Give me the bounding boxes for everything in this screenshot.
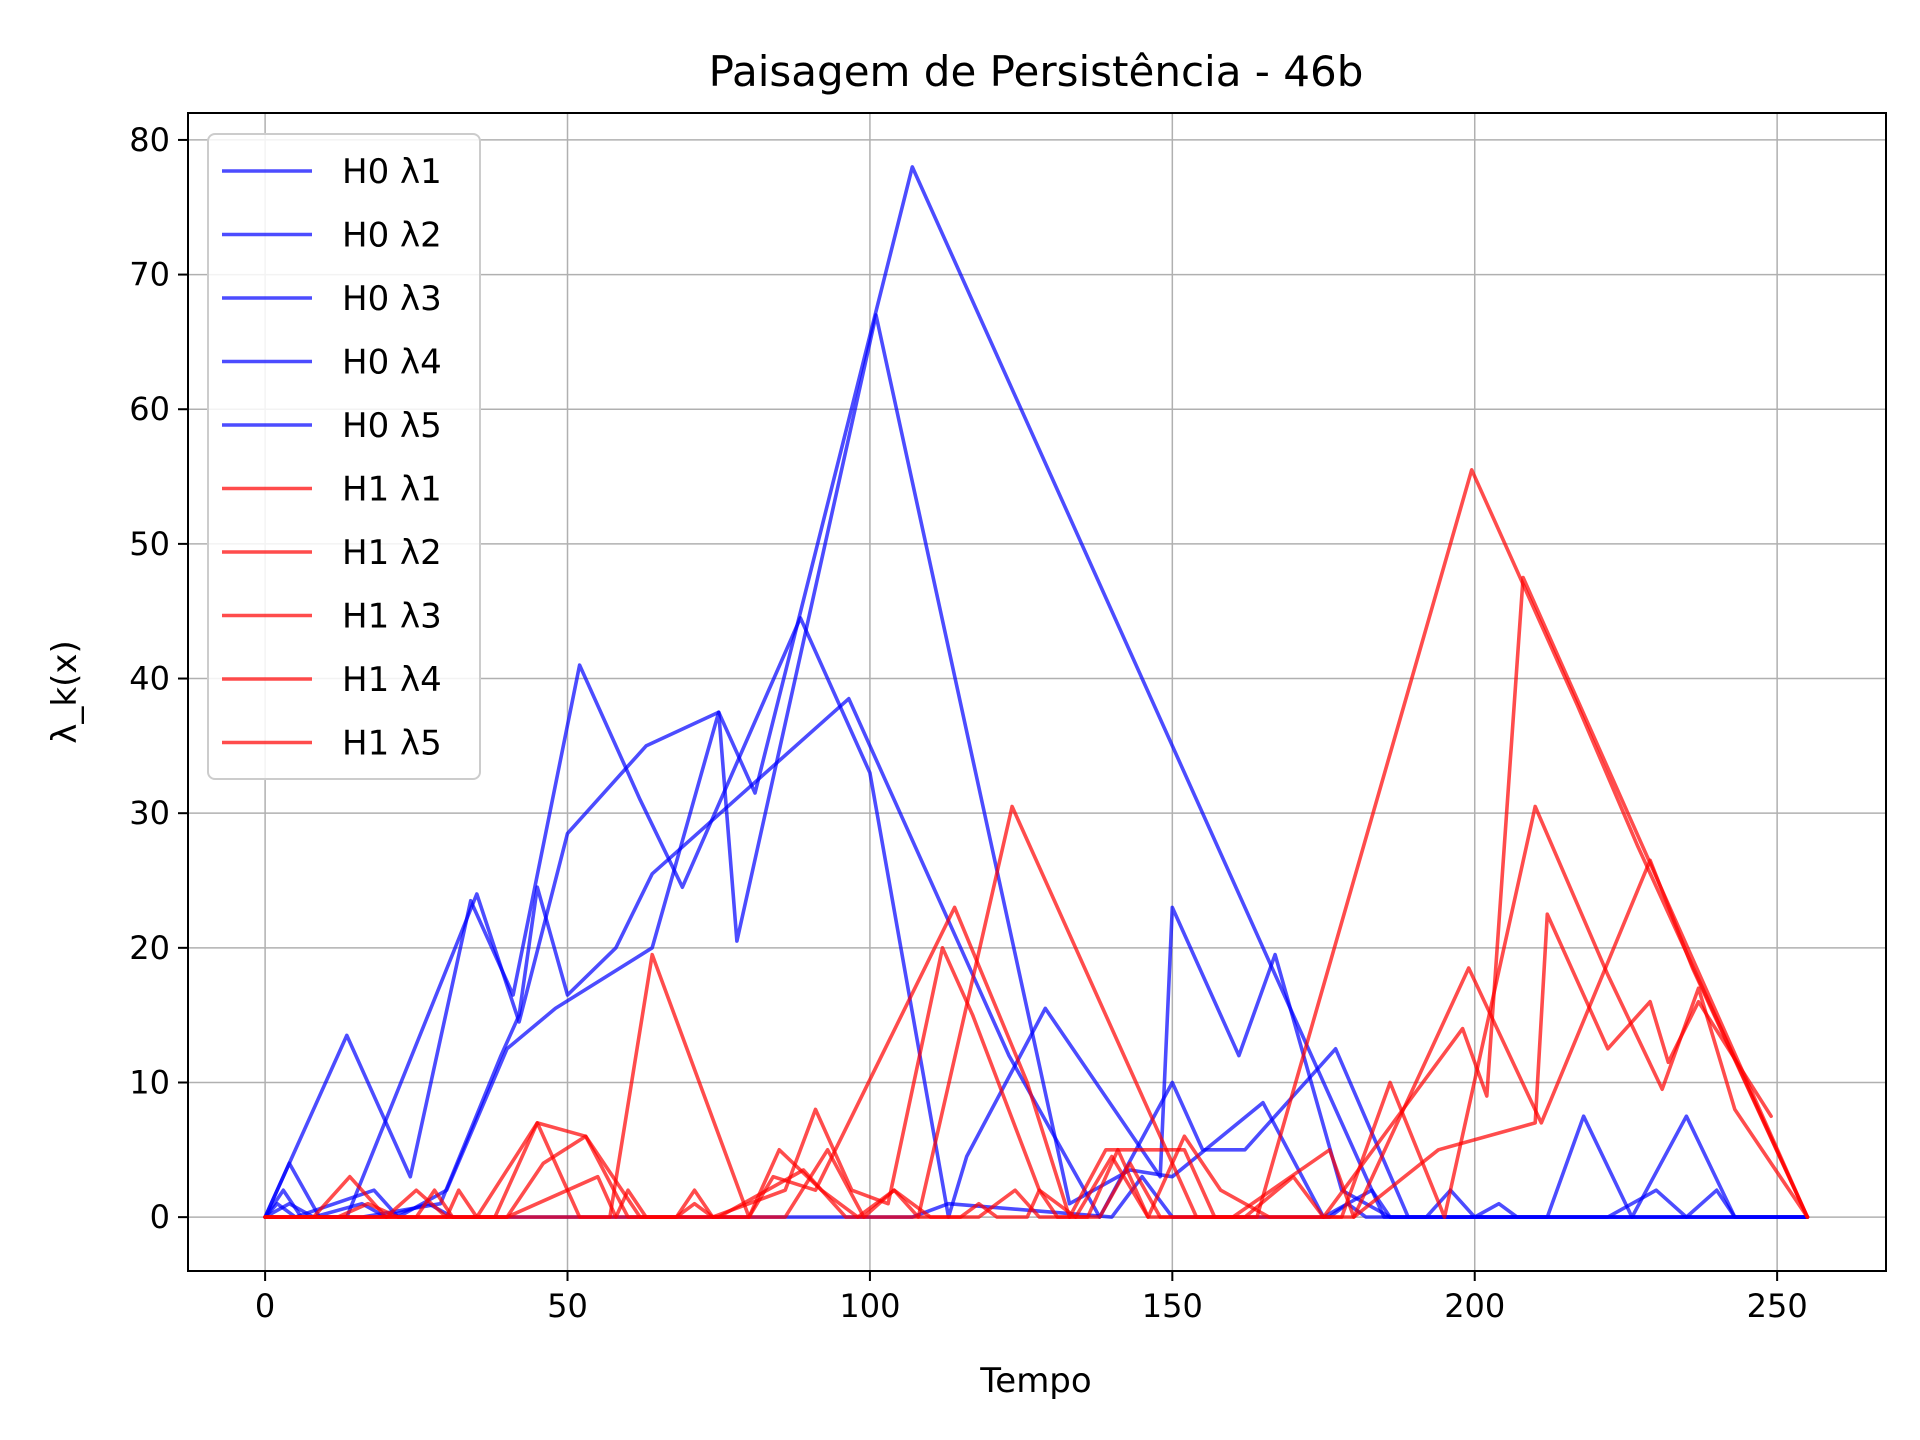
y-tick-label: 10 [129, 1063, 170, 1101]
series-lines [263, 165, 1810, 1219]
legend-label: H1 λ5 [342, 724, 442, 764]
y-tick-label: 80 [129, 121, 170, 159]
y-tick-label: 70 [129, 256, 170, 294]
y-axis-label: λ_k(x) [45, 640, 85, 743]
x-tick-label: 250 [1747, 1287, 1808, 1325]
legend-label: H0 λ3 [342, 279, 442, 319]
legend-box [207, 133, 481, 780]
y-tick-label: 20 [129, 929, 170, 967]
x-tick-label: 150 [1142, 1287, 1203, 1325]
y-tick-label: 40 [129, 660, 170, 698]
y-tick-label: 0 [150, 1198, 170, 1236]
y-tick-label: 30 [129, 794, 170, 832]
x-tick-label: 50 [547, 1287, 588, 1325]
legend-label: H0 λ5 [342, 406, 442, 446]
legend-label: H0 λ1 [342, 152, 442, 192]
y-tick-label: 50 [129, 525, 170, 563]
legend-label: H0 λ2 [342, 216, 442, 256]
legend-label: H0 λ4 [342, 343, 442, 383]
legend-label: H1 λ4 [342, 660, 442, 700]
x-tick-label: 200 [1444, 1287, 1505, 1325]
x-tick-label: 0 [255, 1287, 275, 1325]
y-tick-label: 60 [129, 390, 170, 428]
legend-label: H1 λ2 [342, 533, 442, 573]
x-axis-label: Tempo [979, 1361, 1091, 1401]
x-tick-label: 100 [839, 1287, 900, 1325]
legend-label: H1 λ1 [342, 470, 442, 510]
grid [188, 113, 1886, 1271]
legend-label: H1 λ3 [342, 597, 442, 637]
series-line-h1-λ4 [263, 858, 1810, 1219]
chart-title: Paisagem de Persistência - 46b [709, 47, 1364, 96]
series-line-h1-λ5 [263, 804, 1810, 1219]
series-line-h0-λ1 [263, 616, 1810, 1219]
axes-frame [187, 112, 1887, 1272]
legend: H0 λ1 H0 λ2 H0 λ3 H0 λ4 H0 λ5 H1 λ1 H1 λ2 H1 λ3… [207, 133, 481, 780]
ticks: 0 50 100 150 200 250 0 10 20 30 40 50 60 70 80 [129, 121, 1807, 1325]
series-line-h1-λ3 [263, 912, 1773, 1219]
